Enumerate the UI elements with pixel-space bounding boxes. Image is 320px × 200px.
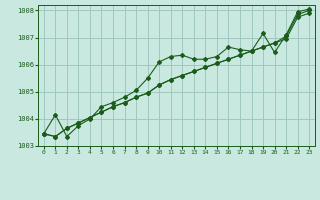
Text: Graphe pression niveau de la mer (hPa): Graphe pression niveau de la mer (hPa) (58, 186, 262, 196)
